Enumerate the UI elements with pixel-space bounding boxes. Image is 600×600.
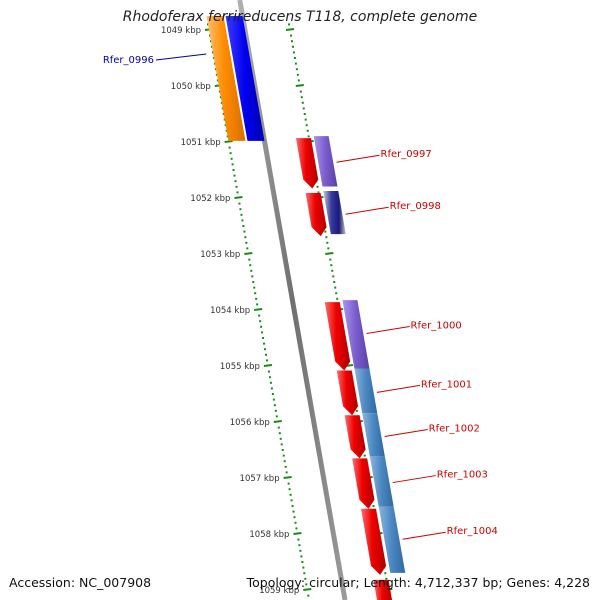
major-tick-left xyxy=(224,140,233,143)
scale-tick-label: 1050 kbp xyxy=(171,82,211,92)
feature-leader-line xyxy=(345,206,389,215)
forward-cds-bar xyxy=(225,16,265,141)
scale-tick-label: 1055 kbp xyxy=(220,362,260,372)
feature-label: Rfer_0997 xyxy=(381,149,432,160)
major-tick-right xyxy=(295,84,304,87)
feature-leader-line xyxy=(376,384,420,393)
scale-tick-label: 1053 kbp xyxy=(200,250,240,260)
feature-label: Rfer_1003 xyxy=(437,470,488,481)
reverse-gene-arrow xyxy=(352,458,375,509)
feature-leader-line xyxy=(384,429,428,438)
feature-label: Rfer_0996 xyxy=(103,55,154,66)
scale-tick-label: 1052 kbp xyxy=(190,194,230,204)
major-tick-left xyxy=(273,420,282,423)
feature-leader-line xyxy=(155,53,207,61)
feature-label: Rfer_1004 xyxy=(447,526,498,537)
scale-tick-label: 1051 kbp xyxy=(181,138,221,148)
reverse-gene-arrow xyxy=(295,138,319,189)
major-tick-right xyxy=(285,28,295,31)
reverse-gene-arrow xyxy=(336,370,359,416)
map-title: Rhodoferax ferrireducens T118, complete … xyxy=(122,9,478,25)
reverse-gene-arrow xyxy=(324,302,351,371)
reverse-cds-bar xyxy=(342,300,370,369)
scale-tick-label: 1056 kbp xyxy=(230,418,270,428)
reverse-cds-bar xyxy=(323,190,346,235)
reverse-cds-bar xyxy=(313,136,338,187)
major-tick-left xyxy=(234,196,243,199)
scale-tick-label: 1059 kbp xyxy=(259,586,299,596)
reverse-cds-bar xyxy=(354,368,378,414)
major-tick-left xyxy=(283,476,292,479)
genome-summary-text: Topology: circular; Length: 4,712,337 bp… xyxy=(246,575,590,590)
major-tick-right xyxy=(325,252,334,255)
features xyxy=(206,16,406,600)
scale-tick-label: 1054 kbp xyxy=(210,306,250,316)
feature-labels: Rfer_0996 Rfer_0997 Rfer_0998 Rfer_1000 Rfer… xyxy=(103,53,498,540)
reverse-cds-bar xyxy=(362,413,385,457)
feature-leader-line xyxy=(336,154,380,163)
major-tick-left xyxy=(263,364,273,367)
scale-tick-label: 1057 kbp xyxy=(240,474,280,484)
forward-gene-bar xyxy=(206,16,246,141)
backbone-line xyxy=(237,0,348,600)
major-tick-left xyxy=(293,532,302,535)
reverse-gene-arrow xyxy=(305,192,327,237)
feature-leader-line xyxy=(392,475,436,484)
reverse-cds-bar xyxy=(369,456,394,507)
reverse-cds-bar xyxy=(378,506,406,573)
accession-text: Accession: NC_007908 xyxy=(9,575,152,590)
major-tick-left xyxy=(244,252,253,255)
reverse-gene-arrow xyxy=(344,415,366,459)
feature-label: Rfer_1001 xyxy=(421,379,472,390)
feature-label: Rfer_0998 xyxy=(390,201,441,212)
scale-tick-label: 1049 kbp xyxy=(161,26,201,36)
major-tick-left xyxy=(303,588,312,591)
feature-label: Rfer_1002 xyxy=(429,424,480,435)
reverse-gene-arrow xyxy=(373,579,393,600)
reverse-gene-arrow xyxy=(361,508,387,575)
feature-leader-line xyxy=(366,325,410,334)
major-tick-left xyxy=(254,308,263,311)
feature-label: Rfer_1000 xyxy=(411,320,462,331)
backbone xyxy=(237,0,348,600)
scale-tick-label: 1058 kbp xyxy=(249,530,289,540)
feature-leader-line xyxy=(402,531,446,540)
